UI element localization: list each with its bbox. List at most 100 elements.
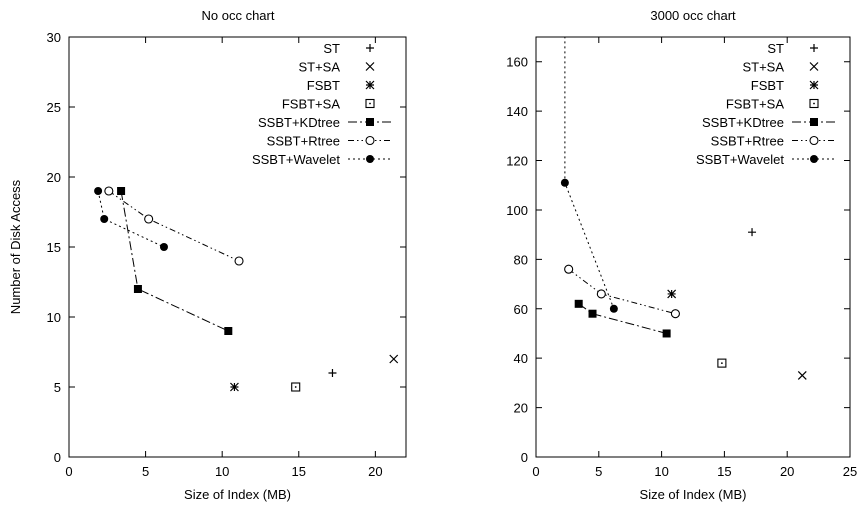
chart2-legend-label: SSBT+Wavelet xyxy=(696,152,784,167)
chart1-data-point xyxy=(230,382,239,392)
chart1-y-tick-label: 0 xyxy=(54,450,61,465)
chart2-y-tick-label: 100 xyxy=(506,203,528,218)
chart1-data xyxy=(94,186,399,392)
chart2-x-tick-label: 25 xyxy=(843,464,857,479)
chart2-x-tick-label: 15 xyxy=(717,464,731,479)
chart1-legend-marker xyxy=(365,62,375,71)
chart1-x-tick-label: 10 xyxy=(215,464,229,479)
chart2-legend-label: ST+SA xyxy=(742,60,784,75)
chart1-y-tick-label: 30 xyxy=(47,30,61,45)
chart2-y-tick-label: 20 xyxy=(514,401,528,416)
chart2-series-ssbt-rtree xyxy=(564,264,680,319)
chart2-data-point xyxy=(560,178,569,187)
chart1-series-ssbt-wavelet xyxy=(94,187,168,251)
chart2-series-line xyxy=(564,37,615,309)
chart2-data-point xyxy=(662,329,671,338)
chart1-legend-label: FSBT+SA xyxy=(282,97,340,112)
chart2-legend-marker xyxy=(809,62,819,71)
chart1-data-point xyxy=(100,215,109,223)
chart1-legend: ST ST+SA FSBT FSBT+SA SSBT+KDtree SSBT+Rtree S… xyxy=(252,41,392,167)
chart2-y-tick-label: 140 xyxy=(506,104,528,119)
chart1-data-point xyxy=(328,369,337,377)
chart2-series-line xyxy=(578,303,667,334)
chart2-series-st xyxy=(748,228,757,237)
chart1-data-point-dot xyxy=(294,386,297,388)
chart1-plot-frame xyxy=(68,36,407,458)
chart1-series-ssbt-rtree xyxy=(104,186,244,266)
chart1-y-axis-label: Number of Disk Access xyxy=(8,179,23,314)
chart2-legend-label: SSBT+Rtree xyxy=(711,134,784,149)
chart2-legend-marker xyxy=(810,44,818,52)
chart2-legend-label: SSBT+KDtree xyxy=(702,115,784,130)
chart1-legend-marker-dot xyxy=(369,102,371,105)
chart1-data-point xyxy=(144,214,154,224)
chart1-x-tick-label: 5 xyxy=(142,464,149,479)
chart2-series-ssbt-kdtree xyxy=(574,299,671,338)
chart2-data-point xyxy=(667,289,677,299)
chart2-legend-marker xyxy=(810,155,818,163)
chart1-legend-label: ST xyxy=(323,41,340,56)
chart2-x-tick-label: 20 xyxy=(780,464,794,479)
chart2-data-point xyxy=(670,309,680,319)
chart1-x-tick-label: 15 xyxy=(292,464,306,479)
chart2-series-fsbt-sa xyxy=(717,358,727,368)
chart2-data-point xyxy=(748,228,757,237)
chart2-legend-marker xyxy=(809,135,819,146)
chart2-y-tick-label: 160 xyxy=(506,55,528,70)
chart2-y-tick-label: 0 xyxy=(521,450,528,465)
chart1-series-fsbt xyxy=(230,382,239,392)
chart1-x-tick-label: 0 xyxy=(65,464,72,479)
chart2-data-point xyxy=(564,264,574,274)
chart1-series-ssbt-kdtree xyxy=(117,187,233,335)
chart2-y-tick-label: 40 xyxy=(514,351,528,366)
chart1-series-line xyxy=(120,190,229,332)
chart2-legend: ST ST+SA FSBT FSBT+SA SSBT+KDtree SSBT+Rtree S… xyxy=(696,41,836,167)
chart1-data-point xyxy=(104,186,114,196)
chart2-legend-marker-dot xyxy=(813,102,815,105)
chart1-series-st-sa xyxy=(389,354,399,364)
chart2-series-st-sa xyxy=(797,371,807,380)
chart2-legend-marker xyxy=(809,80,819,90)
chart1-series-st xyxy=(328,369,337,377)
chart2-data-point xyxy=(588,309,597,318)
chart1-legend-marker xyxy=(365,80,375,90)
chart2-x-tick-label: 0 xyxy=(532,464,539,479)
chart1-title: No occ chart xyxy=(202,8,275,23)
chart1-legend-marker xyxy=(366,44,374,52)
chart1-y-tick-label: 15 xyxy=(47,240,61,255)
chart1-data-point xyxy=(234,256,244,266)
chart1-legend-label: SSBT+Wavelet xyxy=(252,152,340,167)
chart2-data-point-dot xyxy=(720,362,723,365)
chart2-series-fsbt xyxy=(667,289,677,299)
chart2-y-tick-label: 120 xyxy=(506,154,528,169)
chart1-data-point xyxy=(389,354,399,364)
chart2-legend-label: FSBT+SA xyxy=(726,97,784,112)
chart2-plot-frame xyxy=(535,36,851,458)
chart2-data-point xyxy=(609,304,618,313)
chart2-data-point xyxy=(596,289,606,299)
chart1-data-point xyxy=(94,187,103,195)
chart2-x-tick-label: 10 xyxy=(654,464,668,479)
chart2-x-axis-label: Size of Index (MB) xyxy=(640,487,747,502)
chart2-data-point xyxy=(797,371,807,380)
chart1-legend-marker xyxy=(366,155,374,163)
chart1-y-tick-label: 5 xyxy=(54,380,61,395)
chart1-data-point xyxy=(133,285,142,293)
chart1-legend-marker xyxy=(366,118,374,126)
chart2-data-point xyxy=(574,299,583,308)
chart1-y-tick-label: 10 xyxy=(47,310,61,325)
chart2-y-tick-label: 60 xyxy=(514,302,528,317)
chart2-y-tick-label: 80 xyxy=(514,252,528,267)
chart1-x-tick-label: 20 xyxy=(368,464,382,479)
chart1-series-fsbt-sa xyxy=(291,382,301,392)
chart1-y-tick-label: 25 xyxy=(47,100,61,115)
chart1-legend-label: FSBT xyxy=(307,78,340,93)
chart2-legend-marker xyxy=(810,118,818,126)
chart1-legend-label: SSBT+Rtree xyxy=(267,134,340,149)
chart2-legend-label: ST xyxy=(767,41,784,56)
chart1-legend-label: SSBT+KDtree xyxy=(258,115,340,130)
chart2-series-ssbt-wavelet xyxy=(560,37,618,313)
chart1-data-point xyxy=(224,327,233,335)
chart2-data xyxy=(560,37,807,380)
chart2-legend-label: FSBT xyxy=(751,78,784,93)
